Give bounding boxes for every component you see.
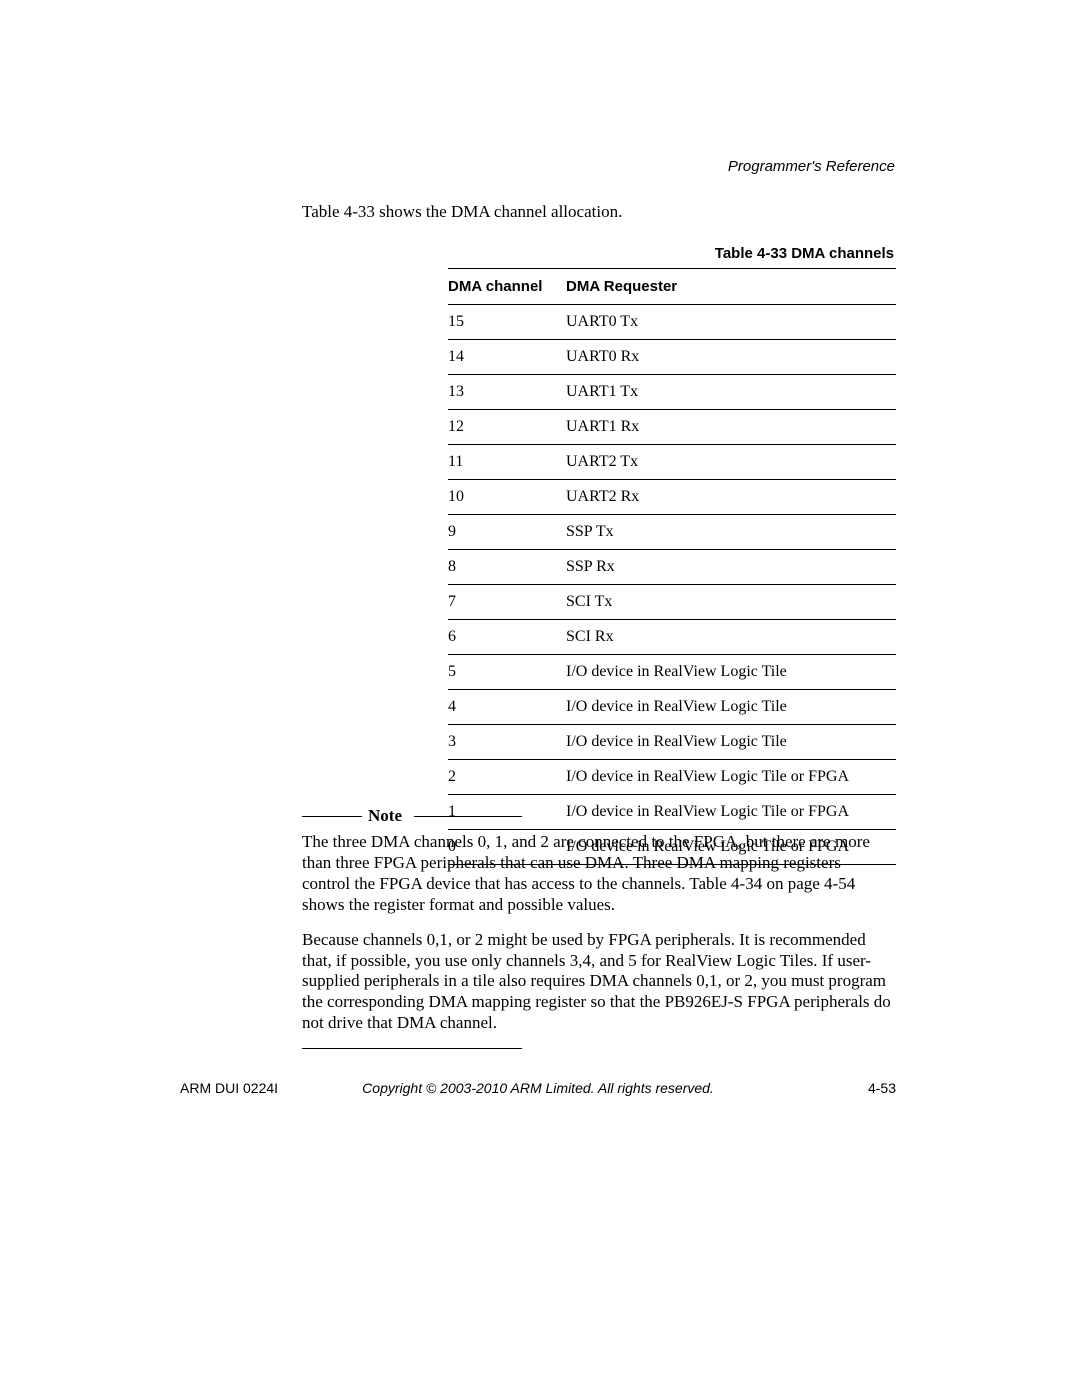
table-caption: Table 4-33 DMA channels bbox=[715, 245, 894, 262]
cell-requester: UART2 Rx bbox=[566, 480, 896, 515]
table-row: 4I/O device in RealView Logic Tile bbox=[448, 690, 896, 725]
table-row: 14UART0 Rx bbox=[448, 340, 896, 375]
cell-channel: 14 bbox=[448, 340, 566, 375]
table-row: 13UART1 Tx bbox=[448, 375, 896, 410]
note-para-1: The three DMA channels 0, 1, and 2 are c… bbox=[302, 832, 892, 916]
table-row: 8SSP Rx bbox=[448, 550, 896, 585]
cell-requester: UART1 Tx bbox=[566, 375, 896, 410]
cell-channel: 12 bbox=[448, 410, 566, 445]
footer-page-number: 4-53 bbox=[868, 1080, 896, 1096]
cell-channel: 10 bbox=[448, 480, 566, 515]
cell-requester: UART0 Tx bbox=[566, 305, 896, 340]
cell-requester: SCI Rx bbox=[566, 620, 896, 655]
cell-channel: 3 bbox=[448, 725, 566, 760]
cell-requester: UART1 Rx bbox=[566, 410, 896, 445]
table-row: 11UART2 Tx bbox=[448, 445, 896, 480]
cell-channel: 6 bbox=[448, 620, 566, 655]
table-header-row: DMA channel DMA Requester bbox=[448, 269, 896, 305]
table-row: 2I/O device in RealView Logic Tile or FP… bbox=[448, 760, 896, 795]
running-head: Programmer's Reference bbox=[728, 158, 895, 175]
table-row: 9SSP Tx bbox=[448, 515, 896, 550]
cell-channel: 13 bbox=[448, 375, 566, 410]
cell-requester: I/O device in RealView Logic Tile bbox=[566, 655, 896, 690]
cell-requester: SCI Tx bbox=[566, 585, 896, 620]
dma-channels-table: DMA channel DMA Requester 15UART0 Tx14UA… bbox=[448, 268, 896, 865]
cell-channel: 15 bbox=[448, 305, 566, 340]
cell-requester: SSP Rx bbox=[566, 550, 896, 585]
cell-channel: 9 bbox=[448, 515, 566, 550]
cell-channel: 4 bbox=[448, 690, 566, 725]
col-header-channel: DMA channel bbox=[448, 269, 566, 305]
table-row: 7SCI Tx bbox=[448, 585, 896, 620]
table-row: 12UART1 Rx bbox=[448, 410, 896, 445]
cell-requester: I/O device in RealView Logic Tile or FPG… bbox=[566, 760, 896, 795]
table-row: 5I/O device in RealView Logic Tile bbox=[448, 655, 896, 690]
cell-channel: 5 bbox=[448, 655, 566, 690]
table-row: 15UART0 Tx bbox=[448, 305, 896, 340]
table-row: 6SCI Rx bbox=[448, 620, 896, 655]
cell-channel: 8 bbox=[448, 550, 566, 585]
note-rule-right bbox=[414, 816, 522, 817]
cell-channel: 11 bbox=[448, 445, 566, 480]
note-label: Note bbox=[368, 806, 402, 826]
cell-requester: UART0 Rx bbox=[566, 340, 896, 375]
footer-copyright: Copyright © 2003-2010 ARM Limited. All r… bbox=[180, 1080, 896, 1096]
note-rule-end bbox=[302, 1048, 522, 1049]
table-row: 10UART2 Rx bbox=[448, 480, 896, 515]
col-header-requester: DMA Requester bbox=[566, 269, 896, 305]
note-head: Note bbox=[302, 806, 892, 826]
note-para-2: Because channels 0,1, or 2 might be used… bbox=[302, 930, 892, 1035]
cell-requester: I/O device in RealView Logic Tile bbox=[566, 725, 896, 760]
cell-channel: 2 bbox=[448, 760, 566, 795]
note-rule-left bbox=[302, 816, 362, 817]
note-block: Note The three DMA channels 0, 1, and 2 … bbox=[302, 806, 892, 1049]
page: Programmer's Reference Table 4-33 shows … bbox=[0, 0, 1080, 1397]
cell-requester: I/O device in RealView Logic Tile bbox=[566, 690, 896, 725]
cell-channel: 7 bbox=[448, 585, 566, 620]
table-row: 3I/O device in RealView Logic Tile bbox=[448, 725, 896, 760]
cell-requester: UART2 Tx bbox=[566, 445, 896, 480]
intro-text: Table 4-33 shows the DMA channel allocat… bbox=[302, 202, 622, 222]
cell-requester: SSP Tx bbox=[566, 515, 896, 550]
